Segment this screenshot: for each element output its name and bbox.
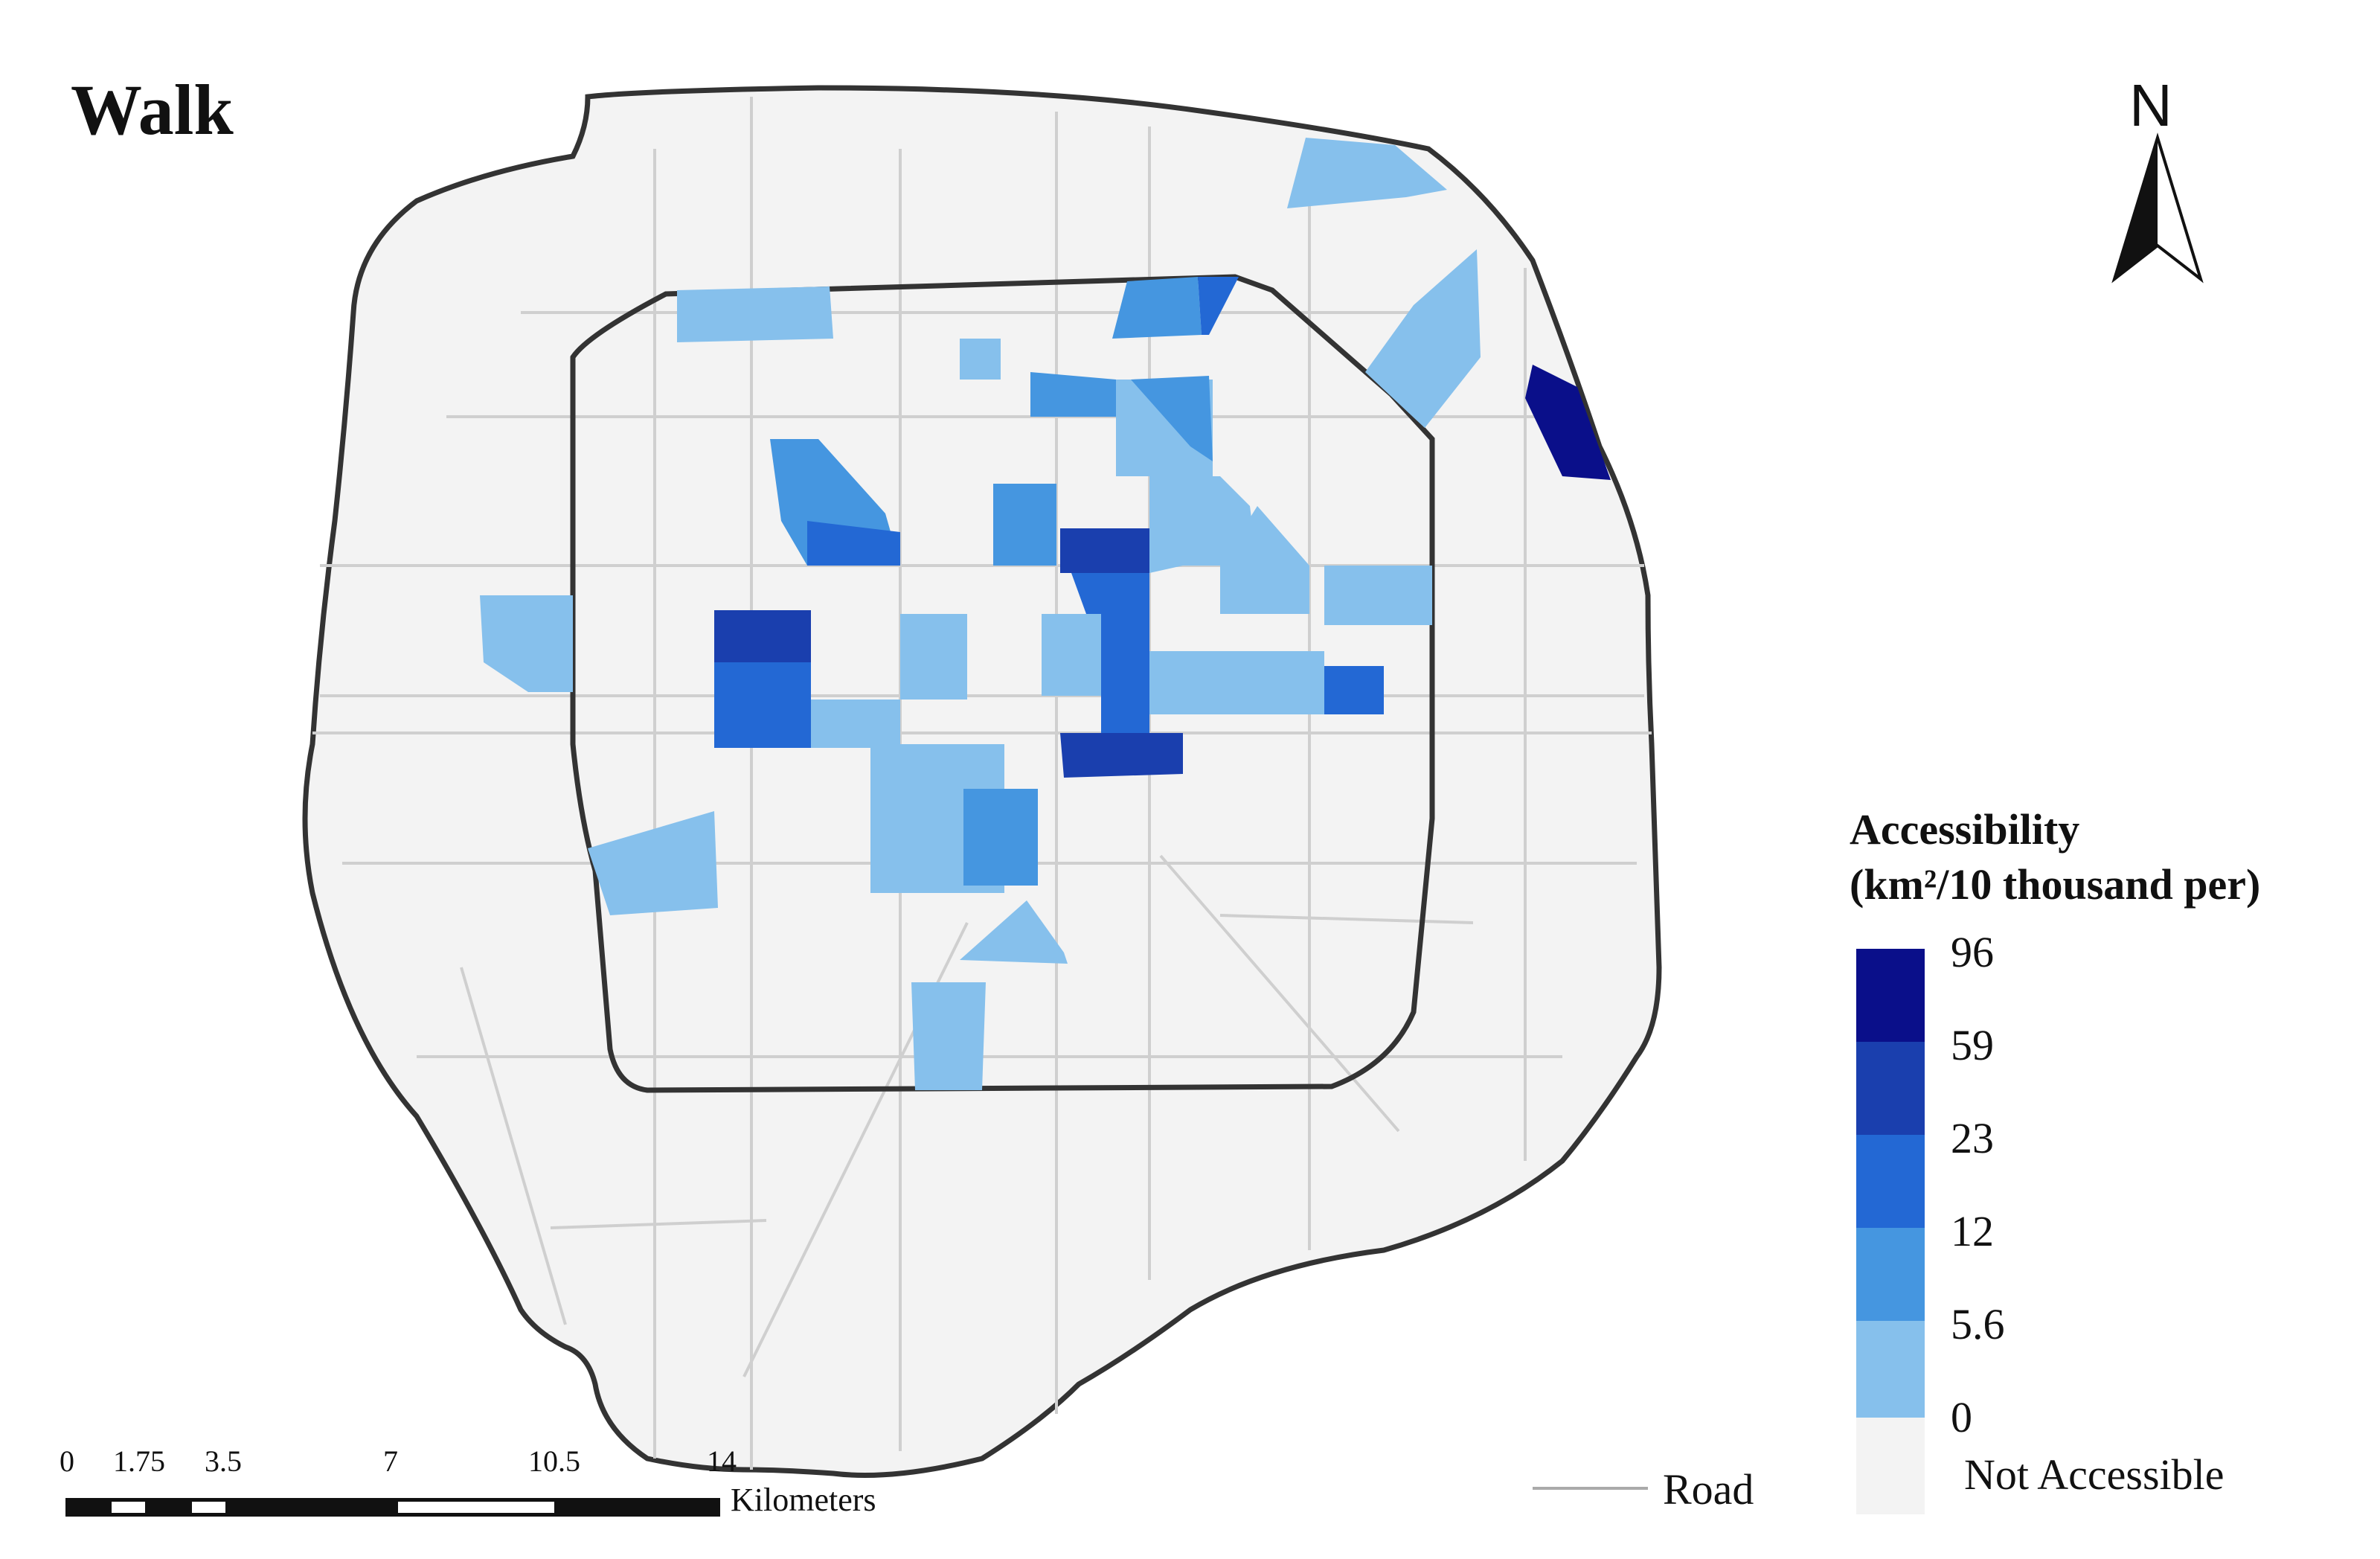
road-label: Road <box>1663 1465 1754 1514</box>
zone <box>1365 249 1481 428</box>
inner-ring-road <box>570 274 1435 1093</box>
legend-title-line1: Accessibility <box>1850 805 2080 854</box>
scale-unit: Kilometers <box>731 1482 876 1518</box>
legend-swatch-not-accessible <box>1856 1418 1925 1514</box>
zone <box>480 595 573 692</box>
legend-tick: 12 <box>1951 1207 1994 1255</box>
zone <box>1220 506 1309 614</box>
zone <box>1042 614 1101 696</box>
legend-tick: 96 <box>1951 928 1994 976</box>
map-title: Walk <box>71 70 234 150</box>
zone <box>1198 277 1239 335</box>
zone <box>900 614 967 700</box>
scale-tick: 14 <box>707 1444 737 1478</box>
zone <box>911 982 986 1090</box>
zone <box>1030 372 1116 417</box>
zone <box>993 484 1056 566</box>
north-arrow-icon <box>2111 132 2204 284</box>
legend-swatch <box>1856 1321 1925 1418</box>
legend-swatch <box>1856 1042 1925 1135</box>
legend-swatch <box>1856 1228 1925 1321</box>
scale-tick: 1.75 <box>113 1444 165 1478</box>
zone <box>807 521 900 566</box>
scale-tick: 10.5 <box>528 1444 580 1478</box>
zone <box>1324 666 1384 714</box>
legend-title-line2: (km²/10 thousand per) <box>1850 860 2261 909</box>
zone <box>963 789 1038 886</box>
zone <box>1112 277 1202 339</box>
legend-title: Accessibility (km²/10 thousand per) <box>1850 802 2260 912</box>
scale-tick: 7 <box>383 1444 398 1478</box>
legend-tick: 5.6 <box>1951 1300 2005 1348</box>
zone <box>1101 614 1149 733</box>
legend-swatch <box>1856 949 1925 1042</box>
zone <box>1149 651 1324 714</box>
legend-swatches <box>1856 949 1925 1514</box>
zone <box>1525 365 1611 480</box>
zone <box>1287 138 1447 208</box>
scale-tick: 0 <box>60 1444 74 1478</box>
north-label: N <box>2129 72 2172 138</box>
zone <box>714 662 811 748</box>
scale-tick: 3.5 <box>205 1444 242 1478</box>
zone <box>960 339 1001 380</box>
legend-swatch <box>1856 1135 1925 1228</box>
accessibility-zones <box>480 138 1611 1090</box>
zone <box>1071 573 1149 614</box>
legend-tick: 0 <box>1951 1393 1972 1441</box>
zone <box>714 610 811 662</box>
legend-tick: 59 <box>1951 1021 1994 1069</box>
zone <box>1149 476 1257 573</box>
zone <box>1060 733 1183 778</box>
zone <box>677 286 833 342</box>
zone <box>811 700 900 748</box>
zone <box>588 811 718 915</box>
zone <box>1324 566 1432 625</box>
legend-tick: 23 <box>1951 1114 1994 1162</box>
zone <box>960 900 1068 964</box>
zone <box>1060 528 1149 573</box>
not-accessible-label: Not Accessible <box>1964 1450 2225 1499</box>
scale-bar <box>65 1498 720 1517</box>
zone <box>1131 376 1213 461</box>
